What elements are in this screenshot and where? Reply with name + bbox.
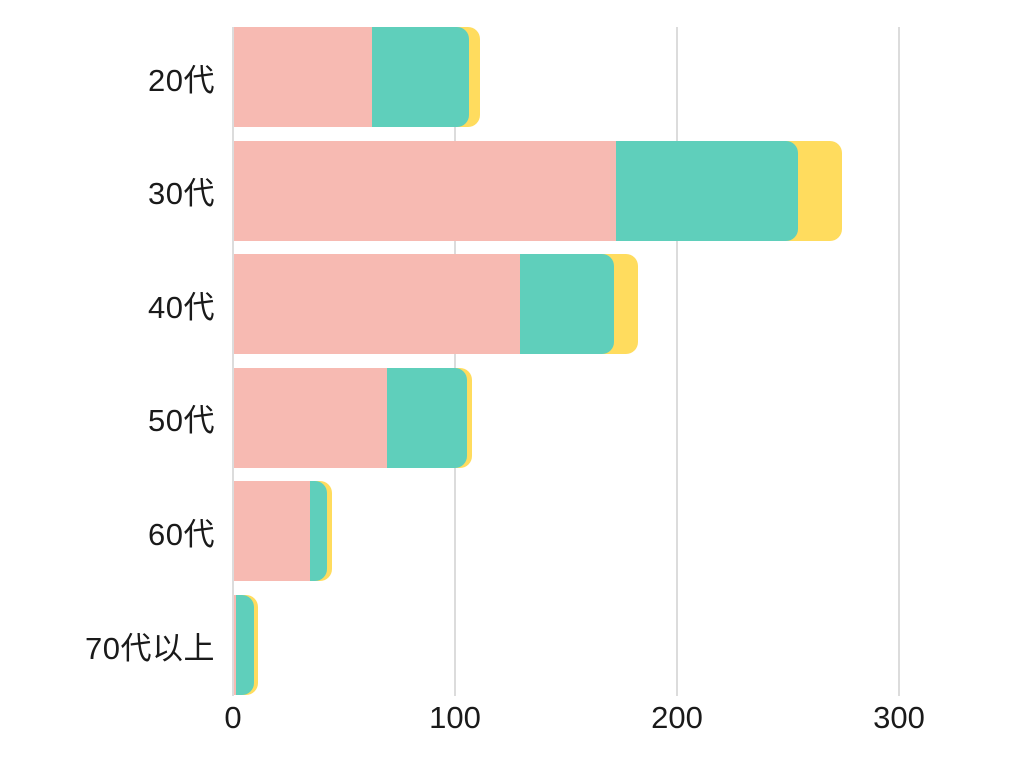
x-axis-tick-label: 300 (873, 700, 925, 735)
gridline (454, 27, 456, 696)
bar-segment-teal (234, 595, 254, 695)
x-axis-tick-label: 200 (651, 700, 703, 735)
bar-segment-pink (234, 27, 372, 127)
gridline (898, 27, 900, 696)
bar-segment-pink (234, 254, 521, 355)
y-axis-label: 60代 (148, 516, 215, 552)
bar-segment-pink (234, 140, 616, 241)
y-axis-label: 20代 (148, 62, 215, 98)
y-axis-label: 70代以上 (85, 630, 215, 666)
y-axis-label: 40代 (148, 289, 215, 325)
gridline (232, 27, 234, 696)
x-axis-tick-label: 0 (224, 700, 242, 735)
bar-segment-pink (234, 367, 388, 468)
y-axis-label: 50代 (148, 403, 215, 439)
gridline (676, 27, 678, 696)
bar-segment-pink (234, 595, 237, 695)
x-axis-tick-label: 100 (429, 700, 481, 735)
bar-segment-pink (234, 481, 310, 582)
y-axis-label: 30代 (148, 176, 215, 212)
